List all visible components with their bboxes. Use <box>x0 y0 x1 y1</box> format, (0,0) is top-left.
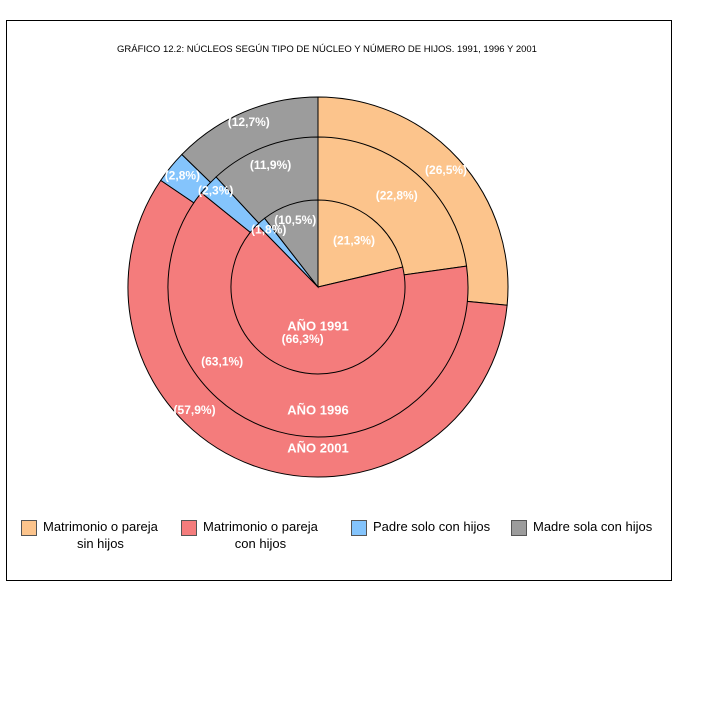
ring-year-label: AÑO 1991 <box>287 318 348 333</box>
slice-0-0 <box>317 199 404 288</box>
data-label: (10,5%) <box>274 213 316 227</box>
chart-title: GRÁFICO 12.2: NÚCLEOS SEGÚN TIPO DE NÚCL… <box>117 44 537 55</box>
data-label: (2,3%) <box>198 184 233 198</box>
data-label: (11,9%) <box>250 158 291 172</box>
ring-year-label: AÑO 1996 <box>287 402 348 417</box>
legend-label-line1: Matrimonio o pareja <box>43 519 158 534</box>
data-label: (2,8%) <box>165 169 200 183</box>
data-label: (12,7%) <box>228 115 270 129</box>
legend-item-padre-solo: Padre solo con hijos <box>351 518 490 536</box>
legend: Matrimonio o pareja sin hijos Matrimonio… <box>7 518 671 568</box>
data-label: (1,8%) <box>251 223 286 237</box>
legend-swatch <box>351 520 367 536</box>
legend-label: Matrimonio o pareja sin hijos <box>43 518 158 552</box>
legend-swatch <box>181 520 197 536</box>
legend-item-con-hijos: Matrimonio o pareja con hijos <box>181 518 318 552</box>
data-label: (66,3%) <box>282 332 324 346</box>
legend-item-madre-sola: Madre sola con hijos <box>511 518 652 536</box>
legend-label: Padre solo con hijos <box>373 519 491 534</box>
legend-label-line2: con hijos <box>234 536 287 551</box>
legend-swatch <box>21 520 37 536</box>
legend-label: Madre sola con hijos <box>533 519 653 534</box>
legend-label-line1: Matrimonio o pareja <box>203 519 318 534</box>
legend-label: Matrimonio o pareja con hijos <box>203 518 318 552</box>
data-label: (21,3%) <box>333 234 375 248</box>
data-label: (57,9%) <box>174 403 216 417</box>
legend-item-sin-hijos: Matrimonio o pareja sin hijos <box>21 518 158 552</box>
legend-label-line2: sin hijos <box>76 536 124 551</box>
data-label: (26,5%) <box>425 163 467 177</box>
slice-0-3 <box>263 199 319 289</box>
ring-year-label: AÑO 2001 <box>287 440 348 455</box>
data-label: (22,8%) <box>376 189 418 203</box>
slice-0-1 <box>230 224 406 375</box>
legend-swatch <box>511 520 527 536</box>
data-label: (63,1%) <box>201 355 243 369</box>
